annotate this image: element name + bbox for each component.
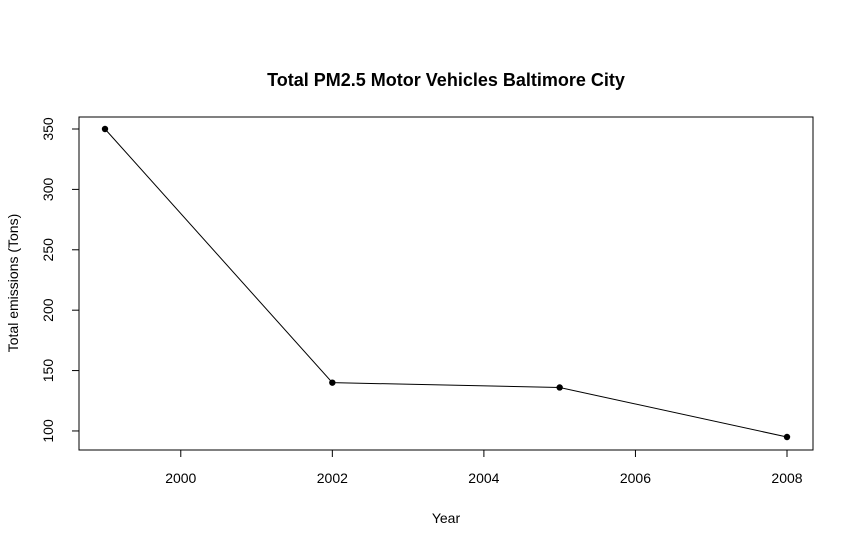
y-tick-label: 300 bbox=[40, 177, 56, 201]
plot-area-frame bbox=[78, 116, 814, 451]
y-tick-label: 250 bbox=[40, 238, 56, 262]
x-tick-label: 2000 bbox=[165, 470, 196, 486]
data-point bbox=[556, 384, 563, 391]
y-tick-label: 350 bbox=[40, 117, 56, 141]
y-tick-label: 150 bbox=[40, 359, 56, 383]
x-tick-label: 2002 bbox=[317, 470, 348, 486]
series-layer bbox=[101, 125, 791, 441]
series-line bbox=[104, 128, 788, 438]
y-tick-label: 200 bbox=[40, 298, 56, 322]
x-axis-label: Year bbox=[432, 510, 461, 526]
y-axis-label: Total emissions (Tons) bbox=[5, 214, 21, 353]
y-axis: 100 150 200 250 300 350 bbox=[40, 117, 79, 443]
data-point bbox=[783, 433, 791, 441]
x-tick-label: 2008 bbox=[771, 470, 802, 486]
x-axis: 2000 2002 2004 2006 2008 bbox=[165, 450, 803, 486]
chart-title: Total PM2.5 Motor Vehicles Baltimore Cit… bbox=[267, 70, 625, 90]
y-tick-label: 100 bbox=[40, 419, 56, 443]
x-tick-label: 2004 bbox=[468, 470, 499, 486]
data-point bbox=[329, 379, 336, 386]
x-tick-label: 2006 bbox=[620, 470, 651, 486]
data-point bbox=[101, 125, 109, 133]
